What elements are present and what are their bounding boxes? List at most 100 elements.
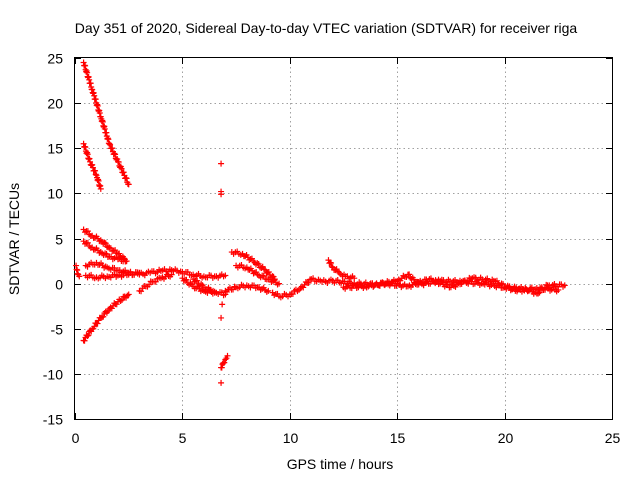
data-point xyxy=(146,281,153,288)
data-point xyxy=(224,352,231,359)
data-point xyxy=(198,281,205,288)
data-point xyxy=(138,288,145,295)
data-point xyxy=(112,151,119,158)
series-arc-high-1 xyxy=(80,59,132,188)
series-arc-high-2 xyxy=(80,140,104,192)
data-point xyxy=(246,266,253,273)
data-point xyxy=(242,253,249,260)
x-tick-label: 25 xyxy=(605,430,621,446)
data-point xyxy=(254,260,261,267)
series-isolated-6.8h xyxy=(218,160,226,386)
series-arc-mid-6 xyxy=(222,281,272,295)
data-point xyxy=(219,301,226,308)
data-point xyxy=(91,323,98,330)
data-point xyxy=(334,268,341,275)
x-tick-label: 20 xyxy=(498,430,514,446)
data-point xyxy=(187,280,194,287)
data-point xyxy=(92,167,99,174)
data-point xyxy=(123,175,130,182)
data-point xyxy=(102,240,109,247)
data-point xyxy=(250,270,257,277)
y-tick-label: 25 xyxy=(47,51,63,67)
data-points xyxy=(73,59,568,386)
data-point xyxy=(218,314,225,321)
data-point xyxy=(76,273,83,280)
x-tick-label: 5 xyxy=(179,430,187,446)
y-axis-label: SDTVAR / TECUs xyxy=(6,183,22,295)
data-point xyxy=(255,260,262,267)
y-tick-label: 20 xyxy=(47,96,63,112)
data-point xyxy=(406,271,413,278)
data-point xyxy=(100,313,107,320)
data-point xyxy=(115,158,122,165)
data-point xyxy=(246,256,253,263)
data-point xyxy=(265,287,272,294)
x-tick-label: 15 xyxy=(390,430,406,446)
data-point xyxy=(124,292,131,299)
data-point xyxy=(328,263,335,270)
data-point xyxy=(221,359,228,366)
data-point xyxy=(125,181,132,188)
axis-ticks xyxy=(75,58,613,420)
data-point xyxy=(328,260,335,267)
series-arc-mid-2 xyxy=(82,269,143,282)
data-point xyxy=(222,272,229,279)
x-tick-label: 10 xyxy=(283,430,299,446)
data-point xyxy=(536,289,543,296)
data-point xyxy=(265,269,272,276)
data-point xyxy=(351,275,358,282)
data-point xyxy=(84,333,91,340)
x-tick-label: 0 xyxy=(72,430,80,446)
data-point xyxy=(118,297,125,304)
data-point xyxy=(260,273,267,280)
data-point xyxy=(500,281,507,288)
data-point xyxy=(120,169,127,176)
data-point xyxy=(261,266,268,273)
series-cluster-start xyxy=(73,262,83,280)
data-point xyxy=(300,284,307,291)
data-point xyxy=(111,150,118,157)
data-point xyxy=(92,171,99,178)
data-point xyxy=(89,161,96,168)
chart-title: Day 351 of 2020, Sidereal Day-to-day VTE… xyxy=(75,20,578,36)
series-arc-9-12 xyxy=(269,275,336,301)
data-point xyxy=(89,164,96,171)
series-arc-mid-4 xyxy=(179,275,218,297)
data-point xyxy=(109,145,116,152)
x-axis-label: GPS time / hours xyxy=(287,456,394,472)
data-point xyxy=(168,271,175,278)
data-point xyxy=(256,264,263,271)
data-point xyxy=(218,379,225,386)
y-tick-label: -5 xyxy=(51,322,64,338)
series-arc-lower xyxy=(80,291,132,344)
data-point xyxy=(94,320,101,327)
data-point xyxy=(180,277,187,284)
data-point xyxy=(81,337,88,344)
data-point xyxy=(123,258,130,265)
data-point xyxy=(85,332,92,339)
data-point xyxy=(561,282,568,289)
data-point xyxy=(106,140,113,147)
data-point xyxy=(97,185,104,192)
x-tick-labels: 0 5 10 15 20 25 xyxy=(72,430,621,446)
series-arc-7h-lo xyxy=(233,261,283,288)
data-point xyxy=(222,356,229,363)
data-point xyxy=(305,279,312,286)
data-point xyxy=(84,239,91,246)
data-point xyxy=(103,250,110,257)
series-arc-mid-3 xyxy=(136,271,175,295)
y-tick-label: -10 xyxy=(43,367,63,383)
data-point xyxy=(114,155,121,162)
data-point xyxy=(289,291,296,298)
data-point xyxy=(107,245,114,252)
y-tick-label: 10 xyxy=(47,186,63,202)
data-point xyxy=(458,280,465,287)
data-point xyxy=(194,277,201,284)
series-arc-upper-2 xyxy=(80,238,130,265)
y-tick-label: 5 xyxy=(55,232,63,248)
data-point xyxy=(125,291,132,298)
data-point xyxy=(84,228,91,235)
plot-frame xyxy=(74,57,613,420)
y-tick-labels: -15 -10 -5 0 5 10 15 20 25 xyxy=(43,51,63,428)
data-point xyxy=(218,160,225,167)
